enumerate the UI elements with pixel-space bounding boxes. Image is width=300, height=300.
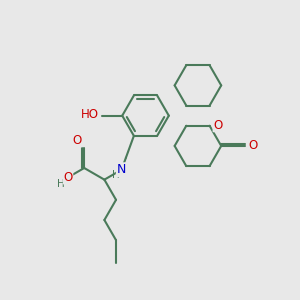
Text: H: H [112,170,120,180]
Text: N: N [117,163,126,176]
Text: HO: HO [81,108,99,121]
Text: O: O [248,140,257,152]
Text: O: O [73,134,82,147]
Text: O: O [213,118,222,132]
Text: O: O [63,171,73,184]
Text: H: H [57,179,65,189]
